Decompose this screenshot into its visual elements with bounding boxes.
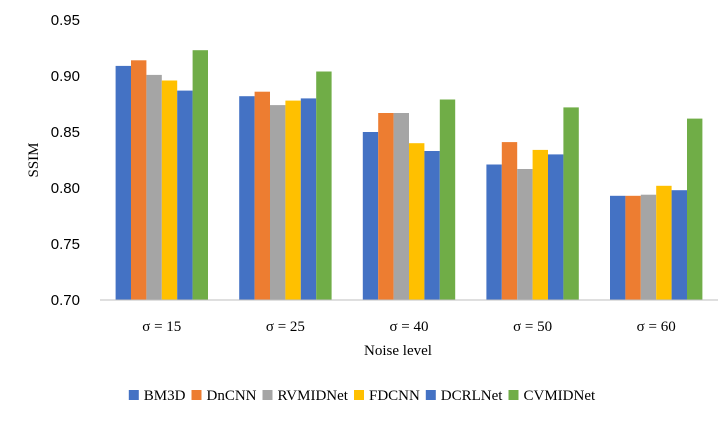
- x-axis-label: Noise level: [364, 343, 432, 359]
- legend-label: RVMIDNet: [278, 388, 349, 404]
- bar-cvmidnet: [439, 99, 456, 300]
- legend-item-bm3d: BM3D: [128, 388, 186, 404]
- bar-bm3d: [362, 132, 379, 300]
- bar-cvmidnet: [563, 107, 579, 301]
- x-tick-label: σ = 25: [266, 319, 305, 335]
- bar-dncnn: [131, 60, 147, 300]
- legend-swatch: [128, 390, 139, 400]
- bar-cvmidnet: [687, 118, 703, 300]
- bar-fdcnn: [285, 100, 301, 300]
- bar-rvmidnet: [517, 169, 533, 300]
- y-tick-label: 0.90: [51, 68, 80, 85]
- bar-dncnn: [254, 91, 270, 300]
- x-tick-label: σ = 50: [513, 319, 552, 335]
- legend-item-rvmidnet: RVMIDNet: [262, 388, 349, 404]
- legend-item-cvmidnet: CVMIDNet: [508, 388, 596, 404]
- legend-item-dncnn: DnCNN: [191, 388, 257, 404]
- legend-item-fdcnn: FDCNN: [354, 388, 420, 404]
- bar-fdcnn: [656, 185, 672, 300]
- legend-label: DnCNN: [207, 388, 257, 404]
- bar-rvmidnet: [393, 113, 409, 300]
- bar-bm3d: [115, 65, 131, 301]
- x-tick-labels: σ = 15 σ = 25 σ = 40 σ = 50 σ = 60: [142, 319, 675, 335]
- bar-dncnn: [625, 195, 641, 300]
- bar-dcrlnet: [300, 98, 317, 301]
- bar-bm3d: [610, 195, 626, 300]
- bar-cvmidnet: [192, 50, 208, 301]
- x-tick-label: σ = 40: [389, 319, 428, 335]
- y-tick-label: 0.85: [51, 124, 80, 141]
- x-tick-label: σ = 60: [637, 319, 676, 335]
- y-tick-label: 0.70: [51, 292, 80, 309]
- x-tick-label: σ = 15: [142, 319, 181, 335]
- bar-cvmidnet: [316, 71, 332, 300]
- bar-bm3d: [239, 96, 255, 300]
- y-tick-labels: 0.70 0.75 0.80 0.85 0.90 0.95: [51, 12, 80, 309]
- bar-bm3d: [486, 164, 502, 300]
- legend-swatch: [262, 390, 273, 400]
- legend-label: CVMIDNet: [524, 388, 596, 404]
- bar-dncnn: [378, 113, 394, 300]
- bar-dcrlnet: [548, 154, 564, 300]
- y-tick-label: 0.75: [51, 236, 80, 253]
- bar-rvmidnet: [640, 194, 657, 300]
- bar-fdcnn: [532, 149, 548, 300]
- y-tick-label: 0.95: [51, 12, 80, 29]
- bar-fdcnn: [161, 80, 178, 300]
- legend-swatch: [508, 390, 519, 400]
- bar-dcrlnet: [424, 151, 440, 300]
- legend-swatch: [191, 390, 202, 400]
- y-tick-label: 0.80: [51, 180, 80, 197]
- bar-fdcnn: [409, 143, 425, 300]
- y-axis-label: SSIM: [26, 142, 42, 177]
- legend-label: DCRLNet: [441, 388, 503, 404]
- bar-dcrlnet: [671, 190, 687, 300]
- legend-label: BM3D: [144, 388, 186, 404]
- bar-dcrlnet: [177, 90, 193, 300]
- legend-swatch: [425, 390, 436, 400]
- legend-swatch: [354, 390, 364, 400]
- bar-rvmidnet: [270, 105, 286, 300]
- bar-rvmidnet: [146, 74, 162, 301]
- bar-dncnn: [501, 142, 518, 300]
- bars: [115, 50, 703, 301]
- legend-item-dcrlnet: DCRLNet: [425, 388, 503, 404]
- legend: BM3D DnCNN RVMIDNet FDCNN DCRLNet CVMIDNet: [128, 388, 596, 404]
- legend-label: FDCNN: [369, 388, 420, 404]
